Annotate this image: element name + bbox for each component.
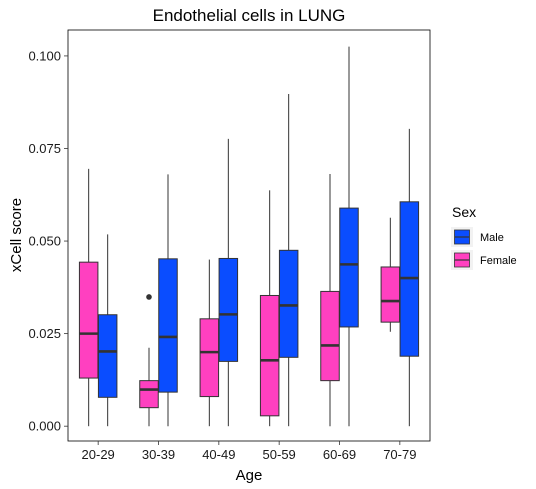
box-male-30-39 xyxy=(158,174,178,427)
legend-label-female: Female xyxy=(480,255,517,267)
box-female-40-49 xyxy=(199,259,220,427)
x-tick-label: 20-29 xyxy=(82,447,115,462)
box-female-30-39 xyxy=(139,294,159,427)
box-male-60-69 xyxy=(339,46,359,427)
box-iqr xyxy=(78,261,99,379)
box-female-60-69 xyxy=(320,174,340,427)
y-tick-label: 0.000 xyxy=(28,419,61,434)
x-tick-label: 70-79 xyxy=(383,447,416,462)
box-iqr xyxy=(158,258,178,393)
box-iqr xyxy=(97,314,118,398)
box-male-70-79 xyxy=(399,128,420,427)
legend-title: Sex xyxy=(452,204,476,220)
box-series xyxy=(78,46,420,427)
x-tick-label: 50-59 xyxy=(263,447,296,462)
chart-title: Endothelial cells in LUNG xyxy=(153,6,346,25)
y-tick-label: 0.050 xyxy=(28,234,61,249)
y-tick-label: 0.100 xyxy=(28,48,61,63)
legend: Sex Male Female xyxy=(451,204,517,270)
box-iqr xyxy=(278,249,299,358)
x-axis: 20-29 30-39 40-49 50-59 60-69 70-79 xyxy=(82,441,416,462)
y-tick-label: 0.075 xyxy=(28,141,61,156)
box-iqr xyxy=(259,294,280,417)
x-tick-label: 60-69 xyxy=(323,447,356,462)
y-axis: 0.000 0.025 0.050 0.075 0.100 xyxy=(28,48,68,434)
box-iqr xyxy=(218,257,239,362)
outlier-point xyxy=(146,294,152,300)
box-iqr xyxy=(339,207,359,328)
x-tick-label: 40-49 xyxy=(202,447,235,462)
box-iqr xyxy=(320,290,340,382)
y-tick-label: 0.025 xyxy=(28,326,61,341)
x-tick-label: 30-39 xyxy=(142,447,175,462)
x-axis-title: Age xyxy=(236,467,263,484)
y-axis-title: xCell score xyxy=(8,198,25,272)
box-male-20-29 xyxy=(97,234,118,427)
plot-panel xyxy=(67,29,431,442)
box-iqr xyxy=(380,266,401,323)
legend-label-male: Male xyxy=(480,232,504,244)
box-iqr xyxy=(199,318,220,398)
box-iqr xyxy=(139,380,159,409)
box-male-40-49 xyxy=(218,138,239,427)
box-male-50-59 xyxy=(278,94,299,427)
